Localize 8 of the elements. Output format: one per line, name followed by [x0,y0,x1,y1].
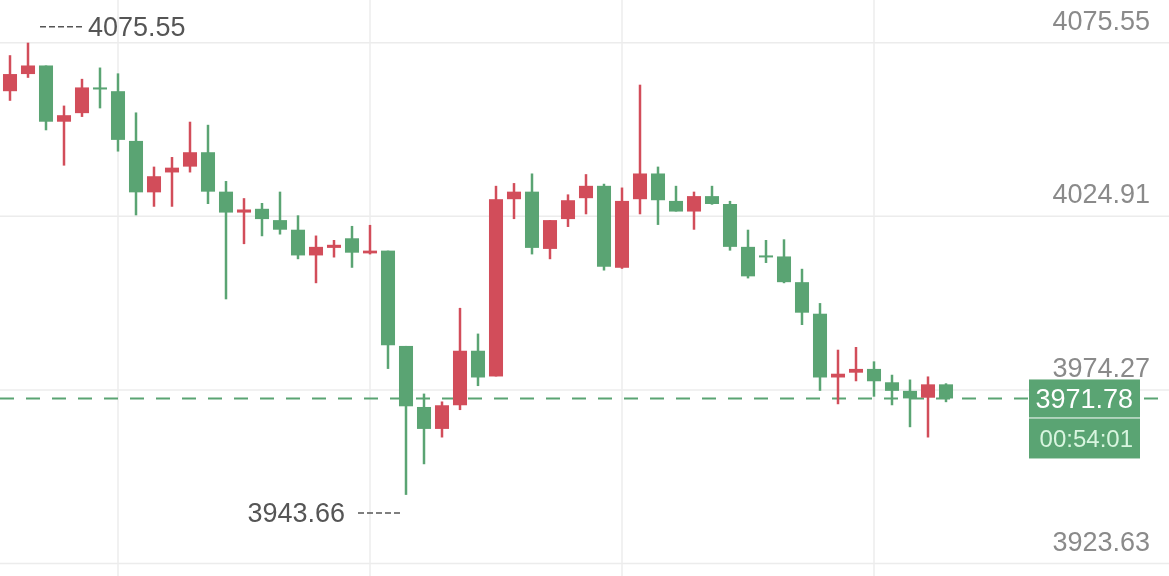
annotation: 4075.55 [88,11,186,42]
y-tick-label: 4075.55 [1052,5,1150,36]
y-tick-label: 3923.63 [1052,526,1150,557]
ref-line-label: 3971.78 [1035,384,1133,415]
text: 00:54:01 [1039,425,1133,453]
y-tick-label: 4024.91 [1052,179,1150,210]
annotation: 3943.66 [247,497,345,528]
y-tick-label: 3974.27 [1052,352,1150,383]
